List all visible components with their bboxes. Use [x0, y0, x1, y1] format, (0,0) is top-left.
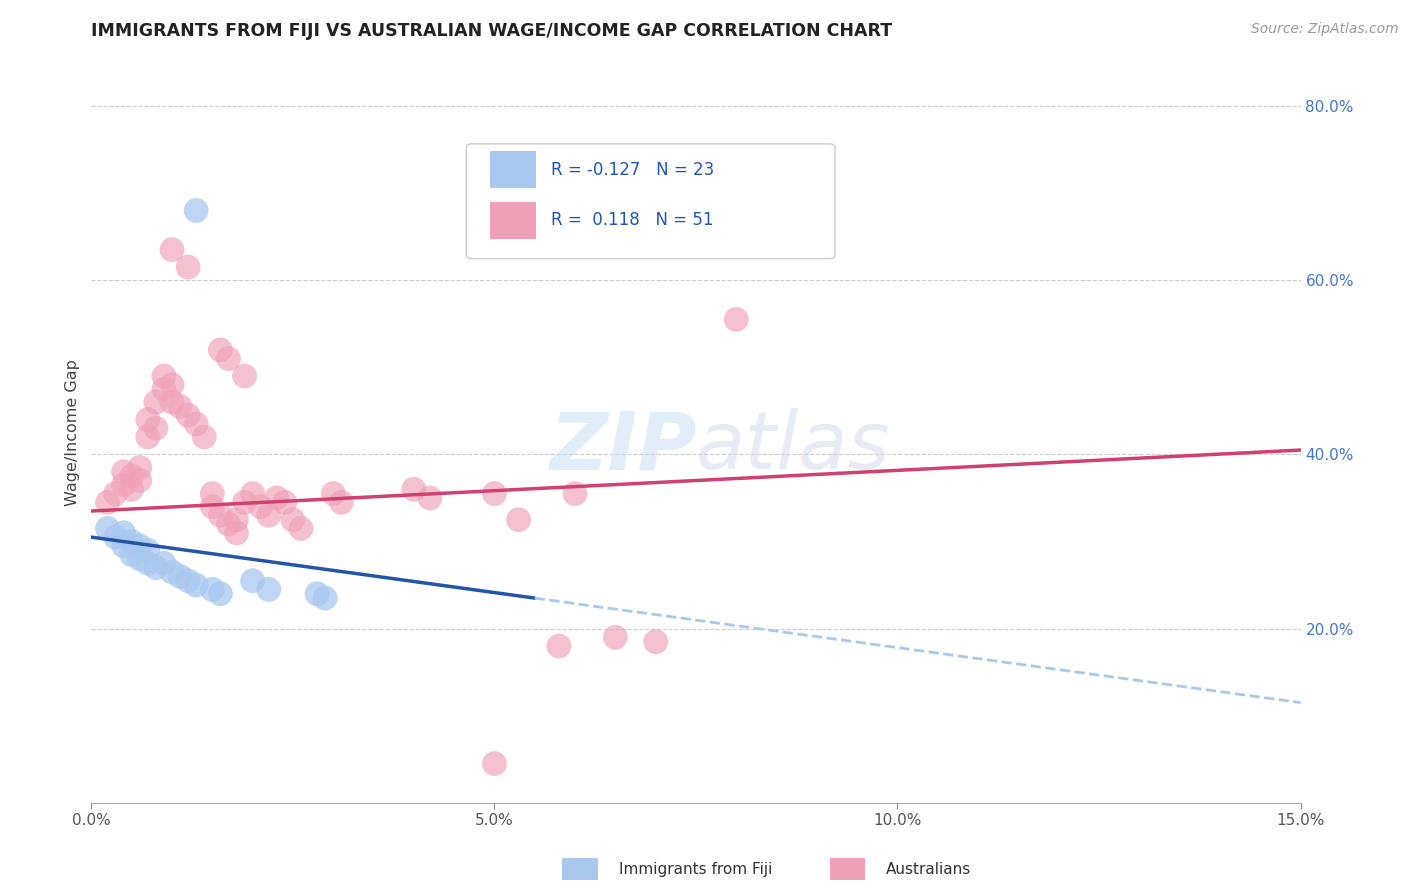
Text: ZIP: ZIP [548, 409, 696, 486]
Point [644, 634, 666, 648]
Text: Australians: Australians [886, 863, 972, 877]
Text: R = -0.127   N = 23: R = -0.127 N = 23 [551, 161, 714, 179]
Point [169, 400, 191, 414]
Point [314, 591, 336, 606]
Point [186, 203, 208, 218]
Point [128, 474, 150, 488]
Text: Immigrants from Fiji: Immigrants from Fiji [619, 863, 772, 877]
Point [121, 534, 143, 549]
Point [112, 478, 135, 492]
Point [177, 260, 200, 274]
Point [548, 639, 571, 653]
Point [330, 495, 353, 509]
Point [121, 482, 143, 496]
Point [257, 508, 280, 523]
Point [225, 513, 247, 527]
Point [564, 486, 586, 500]
Point [104, 530, 127, 544]
Point [209, 587, 232, 601]
Point [160, 243, 183, 257]
Point [266, 491, 288, 505]
Point [242, 486, 264, 500]
Point [249, 500, 271, 514]
Point [153, 556, 176, 570]
Point [484, 486, 506, 500]
Point [186, 417, 208, 431]
Point [177, 408, 200, 422]
Point [104, 486, 127, 500]
Text: IMMIGRANTS FROM FIJI VS AUSTRALIAN WAGE/INCOME GAP CORRELATION CHART: IMMIGRANTS FROM FIJI VS AUSTRALIAN WAGE/… [91, 22, 893, 40]
Point [209, 508, 232, 523]
Point [242, 574, 264, 588]
Point [112, 465, 135, 479]
FancyBboxPatch shape [467, 144, 835, 259]
Point [402, 482, 425, 496]
Point [233, 495, 256, 509]
Y-axis label: Wage/Income Gap: Wage/Income Gap [65, 359, 80, 506]
Point [136, 412, 159, 426]
Point [153, 369, 176, 384]
Point [217, 517, 239, 532]
Point [153, 382, 176, 396]
Text: R =  0.118   N = 51: R = 0.118 N = 51 [551, 211, 713, 229]
Point [136, 430, 159, 444]
Point [281, 513, 304, 527]
Point [193, 430, 215, 444]
Point [201, 500, 224, 514]
Point [169, 569, 191, 583]
Point [145, 395, 167, 409]
Point [290, 521, 312, 535]
Point [201, 582, 224, 597]
Point [128, 539, 150, 553]
Point [96, 521, 118, 535]
Point [508, 513, 530, 527]
Point [209, 343, 232, 357]
Point [160, 565, 183, 579]
Point [96, 495, 118, 509]
Text: Source: ZipAtlas.com: Source: ZipAtlas.com [1251, 22, 1399, 37]
Point [419, 491, 441, 505]
Point [145, 560, 167, 574]
Point [605, 630, 627, 644]
Point [136, 543, 159, 558]
Point [128, 552, 150, 566]
Point [121, 548, 143, 562]
Point [128, 460, 150, 475]
Point [121, 469, 143, 483]
Point [186, 578, 208, 592]
Point [177, 574, 200, 588]
Point [160, 395, 183, 409]
Point [225, 525, 247, 540]
Point [201, 486, 224, 500]
Point [112, 525, 135, 540]
Point [322, 486, 344, 500]
Point [257, 582, 280, 597]
Point [274, 495, 297, 509]
Point [725, 312, 748, 326]
Point [484, 756, 506, 771]
Bar [491, 152, 536, 188]
Point [136, 556, 159, 570]
Point [145, 421, 167, 435]
Point [217, 351, 239, 366]
Bar [491, 202, 536, 239]
Point [160, 377, 183, 392]
Point [307, 587, 329, 601]
Point [233, 369, 256, 384]
Point [112, 539, 135, 553]
Text: atlas: atlas [696, 409, 891, 486]
